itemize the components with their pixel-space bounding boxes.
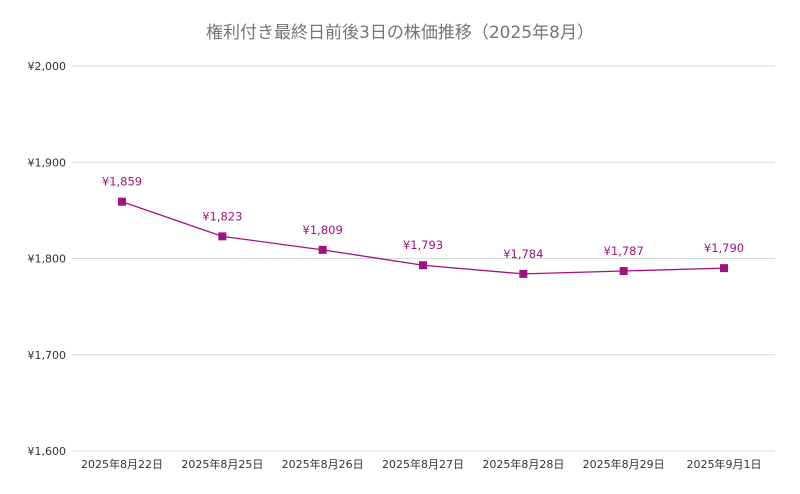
data-point — [519, 269, 528, 278]
x-tick-label: 2025年8月27日 — [382, 457, 464, 471]
data-label: ¥1,793 — [403, 238, 443, 252]
data-point — [619, 267, 628, 276]
x-tick-label: 2025年8月25日 — [181, 457, 263, 471]
data-point — [318, 245, 327, 254]
y-tick-label: ¥1,900 — [28, 156, 67, 169]
data-point — [218, 232, 227, 241]
x-tick-label: 2025年8月26日 — [282, 457, 364, 471]
x-axis: 2025年8月22日 2025年8月25日 2025年8月26日 2025年8月27日… — [81, 457, 762, 471]
x-tick-label: 2025年9月1日 — [687, 457, 762, 471]
x-tick-label: 2025年8月28日 — [482, 457, 564, 471]
data-label: ¥1,823 — [202, 209, 242, 223]
y-tick-label: ¥1,700 — [28, 349, 67, 362]
chart-title: 権利付き最終日前後3日の株価推移（2025年8月） — [206, 23, 594, 43]
grid-layer — [72, 65, 775, 452]
data-label: ¥1,790 — [704, 241, 744, 255]
y-tick-label: ¥1,600 — [28, 445, 67, 458]
data-label-layer: ¥1,859 ¥1,823 ¥1,809 ¥1,793 ¥1,784 ¥1,787 ¥1,7… — [102, 175, 744, 261]
data-point — [118, 197, 126, 206]
marker-layer — [118, 197, 728, 278]
data-point — [720, 264, 728, 273]
y-axis: ¥1,600 ¥1,700 ¥1,800 ¥1,900 ¥2,000 — [28, 60, 67, 458]
x-tick-label: 2025年8月22日 — [81, 457, 163, 471]
y-tick-label: ¥1,800 — [28, 253, 67, 266]
data-label: ¥1,809 — [303, 223, 343, 237]
y-tick-label: ¥2,000 — [28, 60, 67, 73]
data-label: ¥1,784 — [503, 247, 543, 261]
data-label: ¥1,859 — [102, 175, 142, 189]
x-tick-label: 2025年8月29日 — [583, 457, 665, 471]
data-label: ¥1,787 — [604, 244, 644, 258]
data-point — [419, 261, 427, 270]
